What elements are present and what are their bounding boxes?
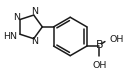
Text: N: N (14, 13, 21, 22)
Text: N: N (31, 37, 38, 46)
Text: B: B (95, 40, 103, 50)
Text: OH: OH (109, 35, 124, 44)
Text: N: N (31, 7, 38, 16)
Text: HN: HN (3, 32, 17, 41)
Text: OH: OH (92, 61, 107, 70)
